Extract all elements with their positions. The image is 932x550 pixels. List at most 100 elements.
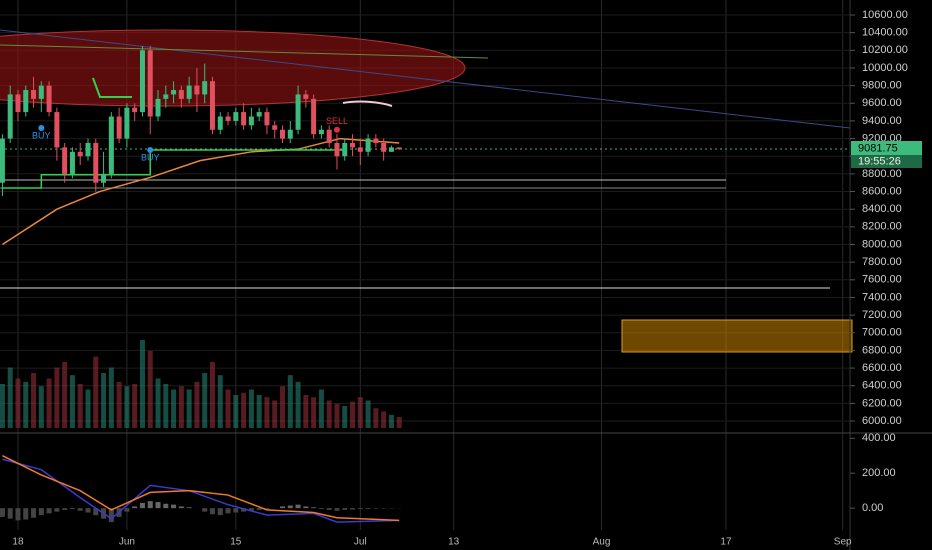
volume-bar <box>256 395 262 428</box>
histogram-bar <box>7 508 13 519</box>
volume-bar <box>147 351 153 428</box>
candle-body <box>139 50 145 113</box>
volume-bar <box>15 378 21 428</box>
y-tick-label: 9400.00 <box>862 115 902 127</box>
candle-body <box>295 94 301 130</box>
candle-body <box>342 142 348 157</box>
candle-body <box>388 147 394 152</box>
candle-body <box>357 147 363 152</box>
x-tick-label: 17 <box>720 537 732 548</box>
countdown: 19:55:26 <box>858 155 901 167</box>
volume-bar <box>77 384 83 428</box>
volume-bar <box>85 389 91 428</box>
candle-body <box>31 90 37 99</box>
candle-body <box>108 116 114 174</box>
histogram-bar <box>202 508 208 512</box>
histogram-bar <box>225 508 231 514</box>
volume-bar <box>139 340 145 428</box>
histogram-bar <box>171 504 177 509</box>
volume-bar <box>101 373 107 428</box>
candle-body <box>38 85 44 99</box>
moving-average <box>2 137 400 246</box>
candle-body <box>272 125 278 130</box>
candle-body <box>116 116 122 139</box>
candle-body <box>124 107 130 139</box>
x-tick-label: Jun <box>119 537 135 548</box>
y-tick-label: 6200.00 <box>862 397 902 409</box>
candle-body <box>287 129 293 139</box>
candle-body <box>186 85 192 99</box>
histogram-bar <box>256 508 262 510</box>
histogram-bar <box>280 506 286 509</box>
histogram-bar <box>38 508 44 516</box>
volume-bar <box>202 373 208 428</box>
trend-line <box>0 44 489 59</box>
candle-body <box>132 107 138 113</box>
signal-label: BUY <box>32 130 51 140</box>
y-tick-label: 10600.00 <box>862 9 908 21</box>
histogram-bar <box>93 508 99 516</box>
histogram-bar <box>77 508 83 511</box>
signal-marker <box>147 147 154 154</box>
histogram-bar <box>178 506 184 509</box>
volume-bar <box>0 384 5 428</box>
histogram-bar <box>264 508 270 510</box>
histogram-bar <box>139 502 145 509</box>
volume-bar <box>132 384 138 428</box>
candle-body <box>241 112 247 126</box>
histogram-bar <box>209 508 215 515</box>
candle-body <box>303 94 309 99</box>
y-tick-label: 200.00 <box>862 467 896 479</box>
histogram-bar <box>287 505 293 509</box>
y-tick-label: 7800.00 <box>862 256 902 268</box>
candle-body <box>202 81 208 95</box>
volume-bar <box>350 401 356 428</box>
signal-marker <box>38 124 45 131</box>
histogram-bar <box>54 508 60 512</box>
histogram-bar <box>303 506 309 509</box>
candle-body <box>373 138 379 143</box>
y-tick-label: 10200.00 <box>862 44 908 56</box>
volume-bar <box>303 395 309 428</box>
last-price-label: 9081.75 <box>858 142 898 154</box>
histogram-bar <box>350 508 356 510</box>
histogram-bar <box>365 508 371 510</box>
candle-body <box>248 116 254 126</box>
volume-bar <box>318 389 324 428</box>
histogram-bar <box>373 508 379 509</box>
x-tick-label: Jul <box>354 537 367 548</box>
volume-bar <box>93 356 99 428</box>
candle-body <box>264 112 270 126</box>
indicator-line <box>342 100 393 107</box>
candle-body <box>93 142 99 183</box>
histogram-bar <box>155 502 161 509</box>
volume-bar <box>186 389 192 428</box>
countdown-box <box>851 155 922 168</box>
candle-body <box>62 147 68 174</box>
volume-bar <box>233 395 239 428</box>
volume-bar <box>31 373 37 428</box>
histogram-bar <box>248 508 254 511</box>
volume-bar <box>280 386 286 428</box>
volume-bar <box>326 400 332 428</box>
volume-bar <box>178 386 184 428</box>
y-tick-label: 0.00 <box>862 502 883 514</box>
histogram-bar <box>85 508 91 513</box>
volume-bar <box>373 408 379 428</box>
y-tick-label: 8000.00 <box>862 238 902 250</box>
candle-body <box>155 98 161 117</box>
histogram-bar <box>69 508 75 510</box>
candle-body <box>15 94 21 113</box>
candle-body <box>77 151 83 157</box>
histogram-bar <box>233 508 239 513</box>
signal-marker <box>333 126 340 133</box>
x-tick-label: 18 <box>12 537 24 548</box>
volume-bar <box>62 362 68 428</box>
volume-bar <box>69 375 75 428</box>
y-tick-label: 6600.00 <box>862 362 902 374</box>
volume-bar <box>334 403 340 428</box>
volume-bar <box>54 367 60 428</box>
volume-bar <box>46 378 52 428</box>
candle-body <box>163 94 169 99</box>
